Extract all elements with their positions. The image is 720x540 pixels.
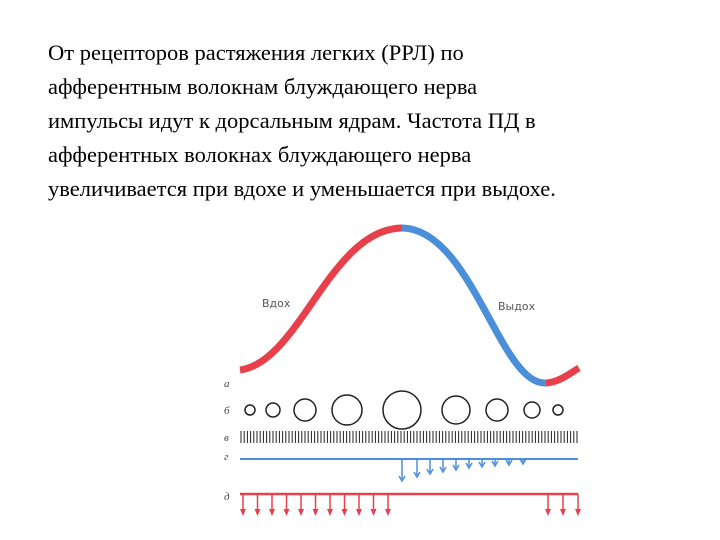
figure: Вдох Выдох а б в г д [224,224,581,516]
circle [265,402,281,418]
arrow-head [478,461,486,469]
text-line: афферентным волокнам блуждающего нерва [48,74,477,99]
arrow-head [519,458,527,466]
arrow-head [370,509,377,516]
circle [485,398,509,422]
text-line: импульсы идут к дорсальным ядрам. Частот… [48,108,536,133]
arrow-head [327,509,333,516]
arrow-head [240,509,246,516]
arrow-head [283,509,290,516]
circle [331,394,363,426]
arrow-head [356,509,362,516]
text-line: От рецепторов растяжения легких (РРЛ) по [48,40,464,65]
exhale-curve [401,224,547,387]
arrow-head [545,509,551,516]
arrow-head [491,460,499,468]
row-label: б [224,405,230,417]
arrow-head [426,468,434,476]
arrow-head [341,509,348,516]
circle [523,401,541,419]
row-label: в [224,432,229,444]
arrow-head [575,509,581,516]
inhale-label: Вдох [262,297,291,310]
arrow-head [385,509,391,516]
arrow-head [505,459,513,467]
text-line: увеличивается при вдохе и уменьшается пр… [48,176,556,201]
arrow-head [465,462,473,470]
inhale-curve [239,224,403,374]
arrow-head [452,464,460,472]
arrow-head [398,475,406,483]
circle [382,390,422,430]
circle [293,398,317,422]
arrow-head [413,471,421,479]
arrow-head [298,509,304,516]
circle [441,395,471,425]
arrow-head [312,509,319,516]
circle [552,404,564,416]
row-label: а [224,378,230,390]
paragraph: От рецепторов растяжения легких (РРЛ) по… [48,40,556,201]
arrow-head [560,509,566,516]
circle [244,404,256,416]
row-label: д [224,491,230,503]
exhale-label: Выдох [498,300,536,313]
arrow-head [439,466,447,474]
row-label: г [224,451,229,463]
text-line: афферентных волокнах блуждающего нерва [48,142,471,167]
arrow-head [254,509,261,516]
inhale-curve [545,364,581,387]
arrow-head [269,509,275,516]
